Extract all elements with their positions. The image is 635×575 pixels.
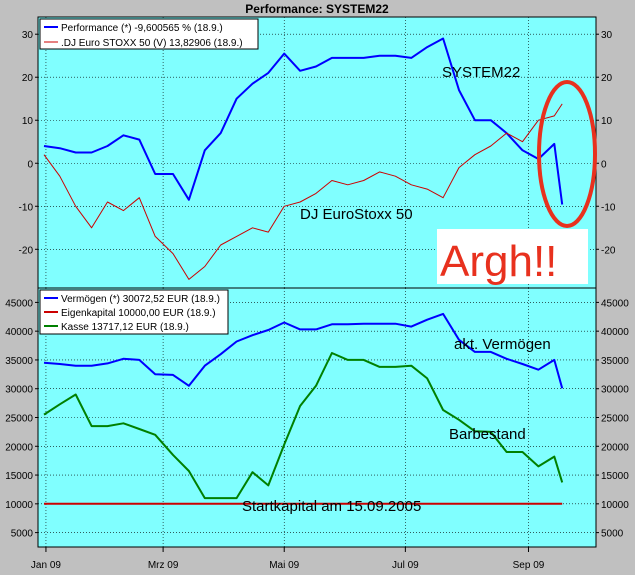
x-tick-label: Sep 09 [513,560,545,571]
red-circle-annotation [537,80,597,228]
y-tick-right: 25000 [601,414,629,425]
y-tick-right: 20000 [601,442,629,453]
x-axis-ticks: Jan 09 Mrz 09 Mai 09 Jul 09 Sep 09 [31,547,545,571]
y-tick-left: 30 [22,30,34,41]
annotation-startkapital: Startkapital am 15.09.2005 [242,498,421,515]
annotation-akt-vermoegen: akt. Vermögen [454,336,551,353]
y-tick-right: 30000 [601,385,629,396]
series-line-0-0 [43,37,564,205]
annotation-argh: Argh!! [440,237,557,286]
y-tick-right: 5000 [601,529,624,540]
y-tick-right: 35000 [601,356,629,367]
y-tick-right: 15000 [601,471,629,482]
performance-legend-box [39,18,259,50]
legend-label-eurostoxx: .DJ Euro STOXX 50 (V) 13,82906 (18.9.) [61,38,243,49]
y-tick-left: 45000 [5,298,33,309]
annotation-barbestand: Barbestand [449,426,526,443]
y-tick-left: 25000 [5,414,33,425]
y-tick-right: 45000 [601,298,629,309]
x-tick-label: Mai 09 [269,560,299,571]
y-tick-right: -20 [601,245,616,256]
x-tick-label: Mrz 09 [148,560,179,571]
y-tick-left: 10000 [5,500,33,511]
annotation-system22: SYSTEM22 [442,64,520,81]
legend-label-performance: Performance (*) -9,600565 % (18.9.) [61,23,223,34]
y-tick-left: 30000 [5,385,33,396]
series-line-1-0 [43,312,564,389]
y-tick-left: 5000 [11,529,34,540]
wealth-y-ticks: 45000 45000 40000 40000 35000 35000 30000 30000… [5,298,629,539]
y-tick-left: -10 [19,202,34,213]
wealth-series [43,312,564,505]
y-tick-left: 15000 [5,471,33,482]
wealth-legend-box [39,289,229,335]
legend-label-eigenkapital: Eigenkapital 10000,00 EUR (18.9.) [61,308,216,319]
chart-title: Performance: SYSTEM22 [245,2,389,16]
performance-y-ticks: 30 30 20 20 10 10 0 0 -10 -10 -20 -20 [19,30,616,256]
y-tick-left: -20 [19,245,34,256]
annotation-eurostoxx: DJ EuroStoxx 50 [300,206,413,223]
y-tick-right: -10 [601,202,616,213]
y-tick-left: 20 [22,73,34,84]
y-tick-left: 20000 [5,442,33,453]
y-tick-right: 10 [601,116,613,127]
y-tick-right: 20 [601,73,613,84]
y-tick-left: 40000 [5,327,33,338]
series-line-0-1 [43,103,563,280]
x-tick-label: Jul 09 [392,560,419,571]
y-tick-right: 30 [601,30,613,41]
series-line-1-2 [43,352,564,500]
x-tick-label: Jan 09 [31,560,61,571]
y-tick-left: 35000 [5,356,33,367]
performance-series [43,37,564,280]
y-tick-left: 10 [22,116,34,127]
y-tick-right: 10000 [601,500,629,511]
argh-box [437,229,588,284]
y-tick-right: 0 [601,159,607,170]
legend-label-kasse: Kasse 13717,12 EUR (18.9.) [61,322,189,333]
y-tick-left: 0 [27,159,33,170]
y-tick-right: 40000 [601,327,629,338]
legend-label-vermoegen: Vermögen (*) 30072,52 EUR (18.9.) [61,294,220,305]
